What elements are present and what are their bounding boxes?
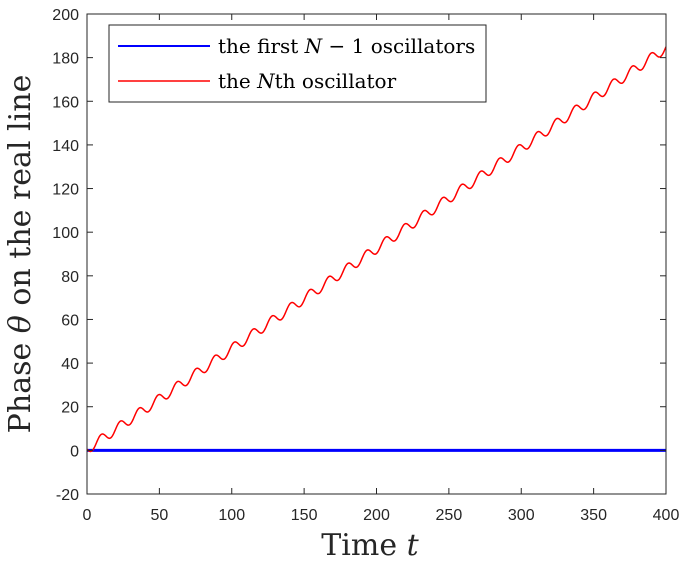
y-axis-title: Phase θ on the real line — [3, 75, 38, 434]
y-tick-label: -20 — [56, 487, 79, 504]
y-tick-label: 20 — [61, 400, 79, 417]
legend-label-nth: the Nth oscillator — [218, 69, 397, 93]
x-tick-label: 150 — [291, 507, 318, 524]
y-tick-label: 140 — [52, 138, 79, 155]
y-tick-label: 200 — [52, 7, 79, 24]
x-tick-label: 300 — [508, 507, 535, 524]
y-tick-label: 120 — [52, 182, 79, 199]
legend: the first N − 1 oscillators the Nth osci… — [108, 24, 487, 103]
x-tick-label: 350 — [580, 507, 607, 524]
y-axis: -20 0 20 40 60 80 100 120 140 160 180 200 — [52, 7, 666, 504]
y-tick-label: 60 — [61, 312, 79, 329]
legend-box — [108, 24, 487, 103]
y-tick-label: 100 — [52, 225, 79, 242]
x-axis-title: Time t — [321, 528, 419, 563]
x-tick-label: 50 — [150, 507, 168, 524]
y-tick-label: 160 — [52, 94, 79, 111]
x-axis: 0 50 100 150 200 250 300 350 400 — [83, 14, 680, 524]
series-line-nth — [87, 46, 666, 453]
y-tick-label: 40 — [61, 356, 79, 373]
x-tick-label: 100 — [218, 507, 245, 524]
series-layer — [87, 46, 666, 453]
legend-label-first-n-minus-1: the first N − 1 oscillators — [218, 34, 475, 58]
y-tick-label: 80 — [61, 269, 79, 286]
y-tick-label: 180 — [52, 51, 79, 68]
x-tick-label: 200 — [363, 507, 390, 524]
x-tick-label: 0 — [83, 507, 92, 524]
x-tick-label: 400 — [653, 507, 680, 524]
y-tick-label: 0 — [70, 443, 79, 460]
x-tick-label: 250 — [436, 507, 463, 524]
